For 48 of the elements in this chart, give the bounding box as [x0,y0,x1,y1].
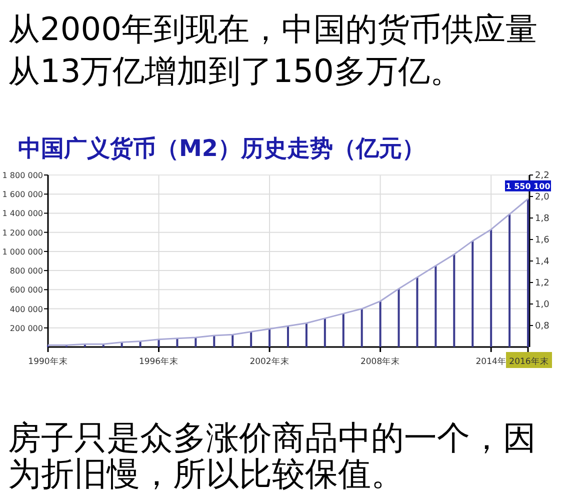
bar [398,288,400,347]
y-tick-label: 400 000 [10,304,43,314]
x-tick-label: 2016年末 [509,356,549,367]
bar [453,254,456,347]
y-tick-label: 800 000 [10,266,43,276]
y2-tick-label: 0,8 [535,322,550,332]
x-tick-label: 2014年 [476,356,506,367]
bar [324,318,326,347]
bar [176,338,178,347]
bar [194,337,197,347]
bar [250,332,252,347]
y2-tick-label: 1,0 [535,300,550,310]
bar [472,240,474,347]
bar [527,198,529,347]
bar [434,266,437,347]
y-tick-label: 1 600 000 [2,190,43,200]
y-tick-label: 1 800 000 [2,171,43,180]
bar [305,323,308,347]
y-tick-label: 1 000 000 [2,247,43,256]
x-tick-label: 2002年末 [250,356,290,367]
bar [360,308,363,347]
y2-tick-label: 1,4 [535,257,550,267]
data-label: 1 550 100 [506,182,551,191]
text: 房子只是众多涨价商品中的一个，因为折旧慢，所以比较保值。 [8,418,536,491]
x-tick-label: 2008年末 [360,356,400,367]
y2-tick-label: 2,2 [535,171,550,181]
bar [508,214,511,347]
x-tick-label: 1990年末 [28,356,68,367]
bar [490,229,492,347]
x-tick-label: 1996年末 [138,356,179,367]
y2-tick-label: 1,2 [535,278,550,288]
bar [268,328,271,347]
chart-subtitle: 中国广义货币（M2）历史走势（亿元） [18,136,425,162]
y-tick-label: 200 000 [10,324,43,333]
bar [232,334,234,347]
chart-title: 从2000年到现在，中国的货币供应量从13万亿增加到了150多万亿。 [8,10,538,90]
y2-tick-label: 1,8 [535,214,550,224]
bar [213,336,216,347]
bar [287,326,289,347]
y2-tick-label: 2,0 [535,192,550,202]
bar [416,277,418,347]
bar [342,314,344,347]
bar [379,301,382,347]
y2-tick-label: 1,6 [535,236,550,246]
y-tick-label: 1 200 000 [2,228,43,238]
y-tick-label: 600 000 [10,286,43,295]
bar [158,339,160,347]
y-tick-label: 1 400 000 [2,209,43,218]
